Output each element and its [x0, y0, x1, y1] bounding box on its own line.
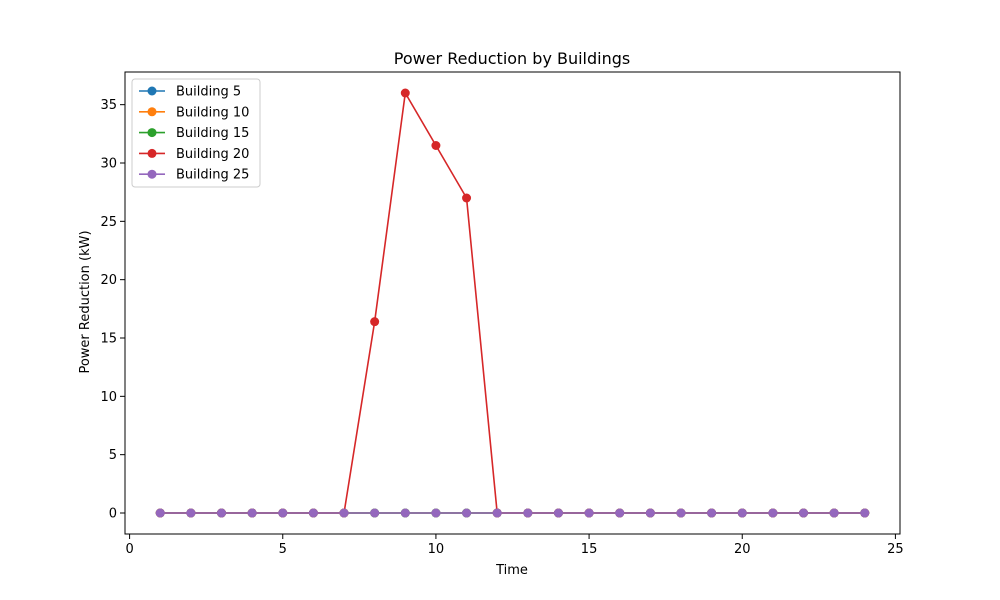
x-axis-label: Time [495, 563, 528, 578]
legend-item: Building 5 [139, 85, 241, 100]
data-point [278, 508, 288, 518]
legend: Building 5 Building 10 Building 15 Building… [131, 78, 261, 188]
chart-title: Power Reduction by Buildings [394, 49, 630, 68]
legend-swatch-marker [147, 169, 157, 179]
legend-item: Building 10 [139, 105, 249, 120]
y-tick-label: 5 [109, 448, 117, 463]
y-tick-label: 0 [109, 507, 117, 522]
data-point [462, 508, 472, 518]
y-axis-label: Power Reduction (kW) [78, 230, 93, 373]
data-point [860, 508, 870, 518]
series-building-25 [155, 508, 870, 518]
legend-label: Building 20 [176, 147, 249, 162]
data-point [768, 508, 778, 518]
data-point [155, 508, 165, 518]
data-point [523, 508, 533, 518]
data-point [615, 508, 625, 518]
data-point [247, 508, 257, 518]
data-point [431, 508, 441, 518]
x-tick-label: 25 [887, 542, 904, 557]
y-tick-label: 25 [100, 215, 117, 230]
data-point [492, 508, 502, 518]
y-tick-label: 10 [100, 390, 117, 405]
legend-label: Building 15 [176, 126, 249, 141]
data-point [737, 508, 747, 518]
y-tick-label: 35 [100, 98, 117, 113]
data-point [186, 508, 196, 518]
data-point [400, 508, 410, 518]
data-point [799, 508, 809, 518]
data-point [431, 141, 441, 150]
legend-label: Building 5 [176, 85, 241, 100]
data-point [400, 88, 410, 98]
legend-item: Building 20 [139, 147, 249, 162]
legend-label: Building 10 [176, 105, 249, 120]
legend-label: Building 25 [176, 168, 249, 183]
series-building-20 [155, 88, 870, 518]
series-line [160, 92, 865, 514]
plot-frame [124, 71, 901, 535]
plot-area [155, 88, 870, 518]
x-tick-label: 10 [428, 542, 445, 557]
data-point [216, 508, 226, 518]
legend-swatch-marker [147, 107, 157, 117]
data-point [553, 508, 563, 518]
x-tick-label: 15 [581, 542, 598, 557]
y-tick-label: 20 [100, 273, 117, 288]
data-point [370, 317, 380, 327]
data-point [829, 508, 839, 518]
data-point [308, 508, 318, 518]
legend-item: Building 25 [139, 168, 249, 183]
legend-swatch-marker [147, 128, 157, 138]
legend-swatch-marker [147, 86, 157, 96]
data-point [339, 508, 349, 518]
legend-swatch-marker [147, 148, 157, 158]
data-point [707, 508, 717, 518]
legend-item: Building 15 [139, 126, 249, 141]
data-point [645, 508, 655, 518]
x-tick-label: 0 [125, 542, 133, 557]
y-tick-label: 30 [100, 157, 117, 172]
data-point [370, 508, 380, 518]
x-tick-label: 20 [734, 542, 751, 557]
data-point [462, 193, 472, 203]
data-point [676, 508, 686, 518]
data-point [584, 508, 594, 518]
y-tick-label: 15 [100, 332, 117, 347]
x-tick-label: 5 [279, 542, 287, 557]
legend-box [131, 78, 261, 188]
axis-ticks: 0 5 10 15 20 25 0 5 10 15 20 25 30 35 [100, 98, 903, 557]
